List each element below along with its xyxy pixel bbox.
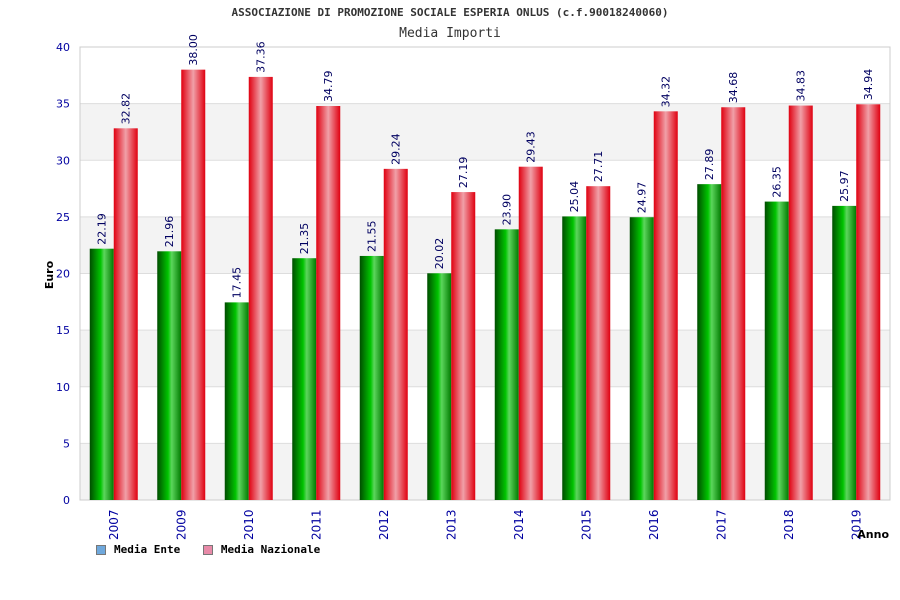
chart-subtitle: Media Importi: [399, 26, 501, 41]
bar-media-ente: [562, 216, 587, 500]
plot-frame: [79, 46, 891, 501]
legend-item-media-nazionale: Media Nazionale: [202, 543, 321, 556]
x-tick-label: 2016: [647, 509, 661, 540]
legend-item-media-ente: Media Ente: [96, 543, 180, 556]
bar-media-ente: [764, 201, 789, 500]
bar-media-ente: [697, 184, 722, 500]
bar-media-nazionale: [248, 76, 273, 500]
data-label: 27.71: [592, 151, 605, 183]
bar-media-nazionale: [383, 168, 408, 500]
bar-media-nazionale: [721, 107, 746, 501]
plot-band: [80, 273, 890, 331]
bar-media-nazionale: [653, 111, 678, 501]
bar-media-ente: [427, 273, 452, 500]
data-label: 21.96: [163, 216, 176, 248]
data-label: 29.24: [390, 133, 403, 165]
x-tick-label: 2013: [444, 509, 458, 540]
plot-band: [80, 330, 890, 387]
bar-media-nazionale: [181, 69, 206, 501]
data-label: 37.36: [255, 41, 268, 73]
bar-media-ente: [157, 251, 182, 500]
bar-media-ente: [89, 248, 114, 500]
x-tick-label: 2019: [849, 509, 863, 540]
x-tick-label: 2018: [782, 509, 796, 540]
data-label: 21.55: [366, 220, 379, 252]
y-tick-label: 10: [56, 381, 70, 394]
bar-media-nazionale: [316, 106, 341, 501]
bar-media-ente: [494, 229, 519, 500]
plot-band: [80, 386, 890, 444]
y-tick-label: 40: [56, 41, 70, 54]
y-tick-label: 15: [56, 324, 70, 337]
bar-media-nazionale: [856, 104, 881, 500]
y-axis-label: Euro: [43, 260, 56, 289]
data-label: 32.82: [120, 93, 133, 125]
x-tick-label: 2011: [309, 509, 323, 540]
y-tick-label: 5: [63, 437, 70, 450]
data-label: 34.68: [727, 72, 740, 104]
x-tick-label: 2007: [107, 509, 121, 540]
y-tick-label: 20: [56, 268, 70, 281]
data-label: 25.04: [568, 181, 581, 213]
x-tick-label: 2017: [714, 509, 728, 540]
y-tick-label: 30: [56, 154, 70, 167]
legend: Media Ente Media Nazionale: [96, 543, 336, 558]
data-label: 21.35: [298, 223, 311, 255]
data-label: 23.90: [501, 194, 514, 226]
chart-title: ASSOCIAZIONE DI PROMOZIONE SOCIALE ESPER…: [231, 6, 669, 19]
legend-label-nazionale: Media Nazionale: [220, 543, 321, 556]
data-label: 27.19: [457, 157, 470, 189]
x-tick-label: 2012: [377, 509, 391, 540]
bar-media-nazionale: [451, 192, 476, 501]
x-axis-label: Anno: [857, 528, 889, 541]
plot-band: [80, 47, 890, 104]
y-tick-label: 35: [56, 98, 70, 111]
data-label: 26.35: [771, 166, 784, 198]
data-label: 34.94: [862, 69, 875, 101]
bar-media-ente: [292, 258, 317, 500]
legend-swatch-nazionale: [202, 544, 213, 555]
data-label: 34.32: [660, 76, 673, 108]
bar-media-nazionale: [586, 186, 611, 500]
bar-media-nazionale: [788, 105, 813, 501]
bar-media-nazionale: [113, 128, 138, 500]
bar-media-ente: [832, 205, 857, 500]
data-label: 22.19: [96, 213, 109, 245]
bar-media-ente: [629, 217, 654, 500]
x-tick-label: 2014: [512, 509, 526, 540]
y-tick-label: 0: [63, 494, 70, 507]
bar-media-ente: [224, 302, 249, 500]
legend-label-ente: Media Ente: [114, 543, 181, 556]
data-label: 25.97: [838, 170, 851, 202]
bar-media-ente: [359, 255, 384, 500]
x-tick-label: 2010: [242, 509, 256, 540]
data-label: 17.45: [231, 267, 244, 299]
bar-media-nazionale: [518, 166, 543, 500]
x-tick-label: 2009: [174, 509, 188, 540]
data-label: 20.02: [433, 238, 446, 270]
data-label: 34.83: [795, 70, 808, 102]
data-label: 34.79: [322, 71, 335, 103]
data-label: 38.00: [187, 34, 200, 66]
plot-band: [80, 443, 890, 500]
data-label: 27.89: [703, 149, 716, 181]
plot-band: [80, 216, 890, 274]
data-label: 29.43: [525, 131, 538, 163]
data-label: 24.97: [636, 182, 649, 214]
legend-swatch-ente: [96, 544, 106, 555]
plot-band: [80, 103, 890, 161]
x-tick-label: 2015: [579, 509, 593, 540]
plot-band: [80, 160, 890, 217]
y-tick-label: 25: [56, 211, 70, 224]
